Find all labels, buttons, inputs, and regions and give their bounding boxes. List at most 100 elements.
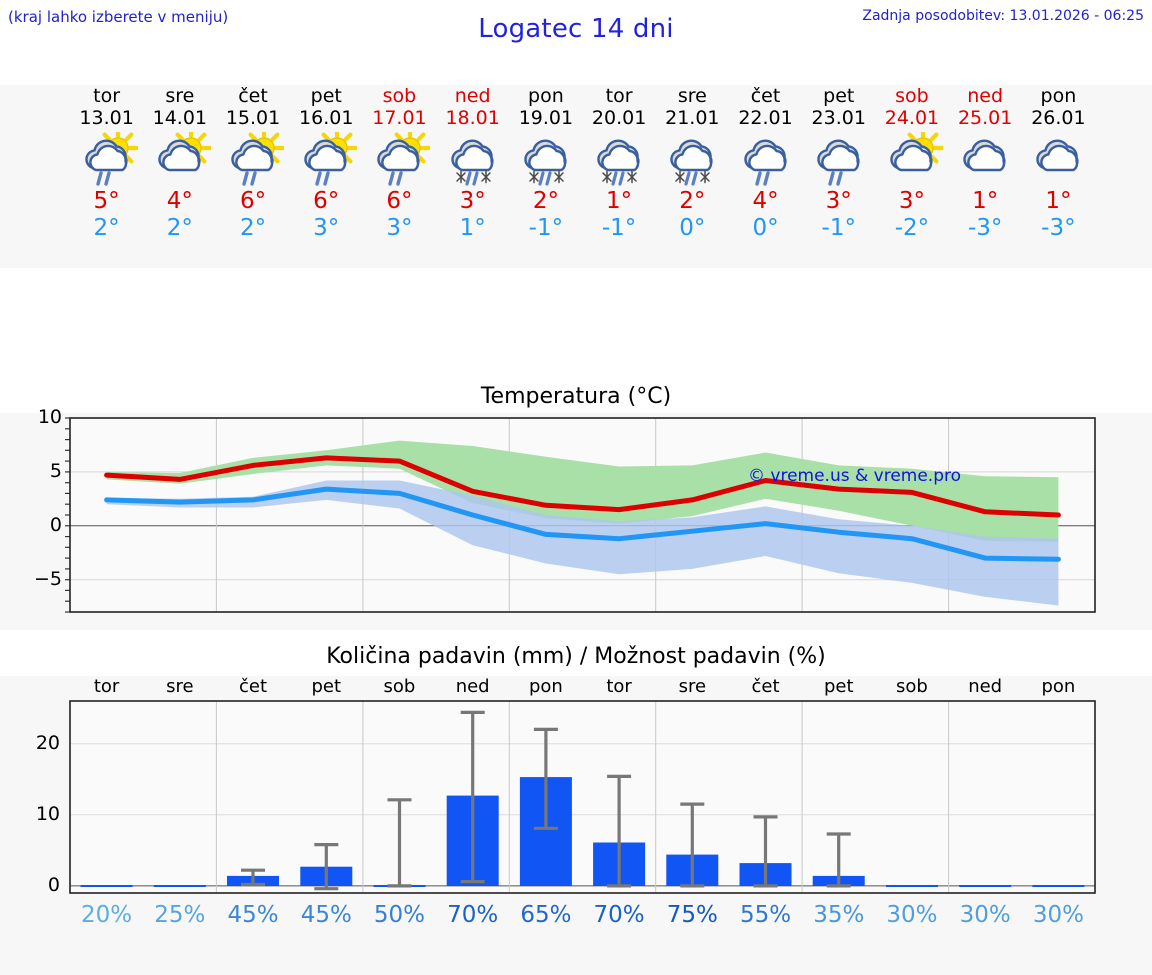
forecast-day-column[interactable]: tor 20.01 1° -1°	[580, 85, 658, 242]
precipitation-day-label: tor	[606, 676, 632, 697]
forecast-temp-max: 5°	[93, 188, 120, 214]
forecast-temp-max: 4°	[166, 188, 193, 214]
forecast-day-column[interactable]: sob 24.01 3° -2°	[873, 85, 951, 242]
forecast-day-column[interactable]: pon 26.01 1° -3°	[1019, 85, 1097, 242]
forecast-day-column[interactable]: pon 19.01 2° -1°	[507, 85, 585, 242]
forecast-temp-min: 2°	[93, 215, 120, 241]
precipitation-probability-label: 35%	[813, 902, 865, 928]
forecast-temp-max: 2°	[532, 188, 559, 214]
precipitation-probability-label: 45%	[300, 902, 352, 928]
sun-cloud-rain-icon	[68, 132, 146, 188]
forecast-day-date: 16.01	[299, 107, 354, 129]
daily-forecast-strip: tor 13.01 5° 2° sre 14.01 4° 2° čet 15.01 6° 2° pet 1…	[0, 85, 1152, 268]
temperature-chart-title: Temperatura (°C)	[0, 381, 1152, 413]
forecast-day-date: 25.01	[957, 107, 1013, 129]
precipitation-day-label: pon	[528, 676, 563, 697]
sun-cloud-rain-icon	[214, 132, 292, 188]
forecast-day-date: 21.01	[665, 107, 720, 129]
forecast-day-date: 26.01	[1031, 107, 1086, 129]
precipitation-probability-label: 65%	[520, 902, 572, 928]
last-updated-text: Zadnja posodobitev: 13.01.2026 - 06:25	[862, 8, 1144, 24]
forecast-day-date: 17.01	[372, 107, 427, 129]
forecast-day-date: 24.01	[884, 107, 940, 129]
forecast-day-name: pet	[310, 85, 342, 107]
precipitation-day-label: tor	[93, 676, 120, 697]
precipitation-probability-label: 20%	[81, 902, 133, 928]
precipitation-probability-label: 50%	[373, 902, 426, 928]
precipitation-probability-label: 75%	[666, 902, 718, 928]
temperature-chart: Temperatura (°C) 10 5 0 −5	[0, 381, 1152, 630]
forecast-day-name: čet	[238, 85, 268, 107]
precipitation-probability-label: 45%	[227, 902, 279, 928]
forecast-temp-min: 2°	[166, 215, 193, 241]
forecast-day-column[interactable]: ned 18.01 3° 1°	[434, 85, 512, 242]
forecast-temp-min: 1°	[459, 215, 486, 241]
forecast-day-date: 19.01	[518, 107, 574, 129]
precipitation-probability-label: 30%	[1032, 902, 1084, 928]
precipitation-day-label: čet	[751, 676, 780, 697]
forecast-day-name: pon	[1040, 85, 1077, 107]
forecast-temp-max: 1°	[606, 188, 633, 214]
cloud-sleet-icon	[434, 132, 512, 188]
forecast-temp-max: 1°	[972, 188, 999, 214]
forecast-day-column[interactable]: čet 15.01 6° 2°	[214, 85, 292, 242]
forecast-day-name: sob	[382, 85, 417, 107]
precipitation-chart: Količina padavin (mm) / Možnost padavin …	[0, 642, 1152, 975]
precipitation-plot-svg	[69, 700, 1096, 894]
forecast-day-column[interactable]: sre 14.01 4° 2°	[141, 85, 219, 242]
forecast-day-name: tor	[605, 85, 633, 107]
cloud-sleet-icon	[580, 132, 658, 188]
forecast-day-name: pet	[823, 85, 855, 107]
forecast-temp-min: -2°	[894, 215, 930, 241]
forecast-temp-max: 3°	[825, 188, 852, 214]
forecast-day-column[interactable]: pet 23.01 3° -1°	[800, 85, 878, 242]
cloud-sleet-icon	[507, 132, 585, 188]
forecast-day-column[interactable]: sre 21.01 2° 0°	[653, 85, 731, 242]
precipitation-day-label: sre	[678, 676, 707, 697]
page-header: (kraj lahko izberete v meniju) Logatec 1…	[0, 0, 1152, 44]
precipitation-day-label: pet	[311, 676, 342, 697]
temperature-plot: 10 5 0 −5	[0, 406, 1152, 630]
precipitation-day-label: ned	[455, 676, 490, 697]
cloud-rain-icon	[800, 132, 878, 188]
temperature-y-tick-label: 5	[49, 459, 62, 482]
forecast-temp-max: 2°	[679, 188, 706, 214]
precipitation-day-label: sob	[896, 676, 928, 697]
forecast-day-date: 20.01	[591, 107, 647, 129]
forecast-day-column[interactable]: čet 22.01 4° 0°	[727, 85, 805, 242]
forecast-day-column[interactable]: pet 16.01 6° 3°	[287, 85, 365, 242]
forecast-day-column[interactable]: tor 13.01 5° 2°	[68, 85, 146, 242]
precipitation-day-label: sob	[383, 676, 416, 697]
forecast-day-name: sre	[165, 85, 195, 107]
cloud-icon	[1019, 132, 1097, 188]
precipitation-probability-label: 25%	[154, 902, 206, 928]
precipitation-chart-title: Količina padavin (mm) / Možnost padavin …	[0, 642, 1152, 676]
precipitation-y-tick-label: 10	[35, 802, 60, 825]
precipitation-y-tick-label: 0	[47, 873, 60, 896]
menu-hint-text: (kraj lahko izberete v meniju)	[8, 8, 229, 26]
forecast-day-column[interactable]: ned 25.01 1° -3°	[946, 85, 1024, 242]
temperature-y-tick-label: −5	[33, 567, 62, 590]
forecast-temp-min: 3°	[313, 215, 340, 241]
forecast-temp-max: 3°	[459, 188, 486, 214]
sun-cloud-rain-icon	[287, 132, 365, 188]
forecast-temp-min: 2°	[239, 215, 267, 241]
forecast-day-column[interactable]: sob 17.01 6° 3°	[360, 85, 438, 242]
forecast-day-name: sob	[895, 85, 929, 107]
forecast-temp-min: -3°	[1041, 215, 1076, 241]
precipitation-day-label: čet	[239, 676, 268, 697]
precipitation-y-tick-label: 20	[35, 731, 60, 754]
forecast-temp-max: 6°	[386, 188, 413, 214]
forecast-day-name: pon	[528, 85, 564, 107]
precipitation-day-label: pon	[1041, 676, 1076, 697]
precipitation-probability-label: 70%	[593, 902, 645, 928]
forecast-temp-max: 4°	[752, 188, 779, 214]
precipitation-day-label: ned	[968, 676, 1003, 697]
forecast-day-name: sre	[677, 85, 707, 107]
precipitation-probability-label: 30%	[959, 902, 1011, 928]
temperature-y-tick-label: 10	[37, 406, 62, 428]
precipitation-probability-label: 30%	[886, 902, 938, 928]
forecast-day-name: ned	[967, 85, 1004, 107]
forecast-temp-min: -1°	[528, 215, 564, 241]
forecast-day-name: ned	[454, 85, 491, 107]
